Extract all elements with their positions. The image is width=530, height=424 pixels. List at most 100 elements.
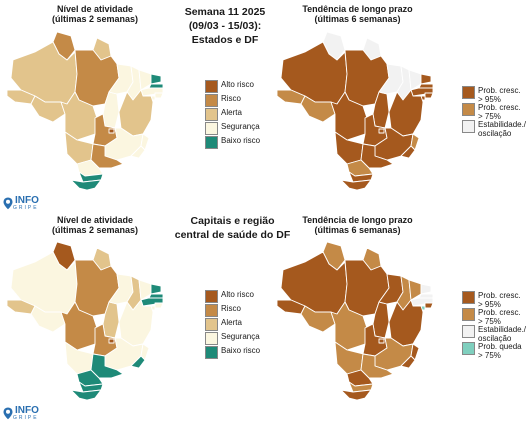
legend-activity-bottom: Alto risco Risco Alerta Segurança Baixo …	[205, 290, 280, 370]
legend-item: Baixo risco	[205, 136, 260, 149]
legend-label: Prob. cresc. > 75%	[478, 308, 521, 326]
state-rs	[70, 179, 102, 190]
legend-label: Prob. queda > 75%	[478, 342, 522, 360]
activity-title-top: Nível de atividade (últimas 2 semanas)	[40, 4, 150, 24]
legend-label: Estabilidade./oscilação	[478, 120, 527, 138]
state-ba	[118, 89, 154, 137]
title-line: (últimas 6 semanas)	[314, 225, 401, 235]
legend-label: Estabilidade./oscilação	[478, 325, 527, 343]
title-line: Nível de atividade	[56, 4, 134, 14]
title-line: Tendência de longo prazo	[302, 4, 413, 14]
state-sp	[360, 143, 394, 169]
title-line: (últimas 2 semanas)	[51, 14, 139, 24]
legend-item: Alto risco	[205, 80, 254, 93]
map-trend-capitals	[276, 241, 434, 400]
legend-label: Prob. cresc. > 95%	[478, 291, 521, 309]
state-rs	[340, 389, 372, 400]
legend-item: Risco	[205, 94, 241, 107]
swatch	[205, 136, 218, 149]
state-ba	[388, 299, 424, 347]
map-trend-states	[276, 31, 434, 190]
swatch	[462, 325, 475, 338]
legend-item: Estabilidade./oscilação	[462, 325, 526, 343]
state-ro	[30, 305, 66, 333]
swatch	[205, 122, 218, 135]
state-sc	[78, 381, 104, 393]
legend-trend-bottom: Prob. cresc. > 95% Prob. cresc. > 75% Esta…	[462, 291, 528, 361]
state-rj	[130, 145, 146, 159]
title-line: Nível de atividade	[56, 215, 134, 225]
state-pb	[148, 83, 164, 89]
legend-item: Segurança	[205, 332, 260, 345]
infogripe-logo: INFO GRIPE	[3, 196, 39, 211]
state-rn	[150, 73, 162, 85]
swatch	[205, 94, 218, 107]
title-line: Semana 11 2025	[184, 6, 266, 18]
swatch	[205, 304, 218, 317]
state-rs	[70, 389, 102, 400]
swatch	[462, 86, 475, 99]
swatch	[205, 318, 218, 331]
state-sc	[348, 381, 374, 393]
state-df	[108, 128, 115, 134]
state-al	[154, 302, 164, 309]
title-line: Tendência de longo prazo	[302, 215, 413, 225]
state-pb	[418, 293, 434, 299]
legend-item: Alerta	[205, 108, 242, 121]
location-pin-icon	[3, 407, 13, 420]
state-al	[424, 92, 434, 99]
legend-label: Segurança	[221, 122, 260, 131]
legend-label: Baixo risco	[221, 136, 261, 145]
state-al	[424, 302, 434, 309]
trend-title-bottom: Tendência de longo prazo (últimas 6 sema…	[295, 215, 420, 235]
legend-item: Estabilidade./oscilação	[462, 120, 526, 138]
swatch	[462, 103, 475, 116]
state-pb	[148, 293, 164, 299]
legend-label: Alto risco	[221, 80, 254, 89]
infogripe-logo: INFO GRIPE	[3, 406, 39, 421]
state-sp	[360, 353, 394, 379]
legend-item: Alerta	[205, 318, 242, 331]
week-title: Semana 11 2025 (09/03 - 15/03): Estados …	[175, 5, 275, 47]
capitals-title: Capitais e região central de saúde do DF	[170, 214, 295, 242]
state-rn	[420, 283, 432, 295]
state-sp	[90, 143, 124, 169]
state-rj	[400, 145, 416, 159]
legend-item: Baixo risco	[205, 346, 260, 359]
legend-label: Baixo risco	[221, 346, 261, 355]
location-pin-icon	[3, 197, 13, 210]
state-pb	[418, 83, 434, 89]
state-df	[108, 338, 115, 344]
state-ro	[300, 95, 336, 123]
state-sc	[348, 171, 374, 183]
state-df	[378, 338, 385, 344]
legend-item: Prob. cresc. > 95%	[462, 86, 521, 104]
legend-label: Risco	[221, 94, 242, 103]
legend-item: Segurança	[205, 122, 260, 135]
logo-text: INFO	[15, 195, 39, 206]
legend-label: Alerta	[221, 318, 242, 327]
state-ro	[30, 95, 66, 123]
swatch	[205, 290, 218, 303]
state-df	[378, 128, 385, 134]
state-rj	[130, 355, 146, 369]
swatch	[205, 108, 218, 121]
legend-item: Prob. cresc. > 75%	[462, 103, 521, 121]
swatch	[462, 308, 475, 321]
state-rj	[400, 355, 416, 369]
legend-label: Segurança	[221, 332, 260, 341]
title-line: Capitais e região	[190, 215, 275, 227]
legend-trend-top: Prob. cresc. > 95% Prob. cresc. > 75% Esta…	[462, 86, 528, 138]
map-activity-capitals	[6, 241, 164, 400]
legend-item: Alto risco	[205, 290, 254, 303]
legend-label: Alerta	[221, 108, 242, 117]
swatch	[462, 342, 475, 355]
state-sp	[90, 353, 124, 379]
legend-label: Alto risco	[221, 290, 254, 299]
swatch	[205, 332, 218, 345]
logo-subtext: GRIPE	[13, 205, 39, 211]
state-ro	[300, 305, 336, 333]
legend-label: Prob. cresc. > 95%	[478, 86, 521, 104]
state-sc	[78, 171, 104, 183]
legend-item: Prob. cresc. > 75%	[462, 308, 521, 326]
